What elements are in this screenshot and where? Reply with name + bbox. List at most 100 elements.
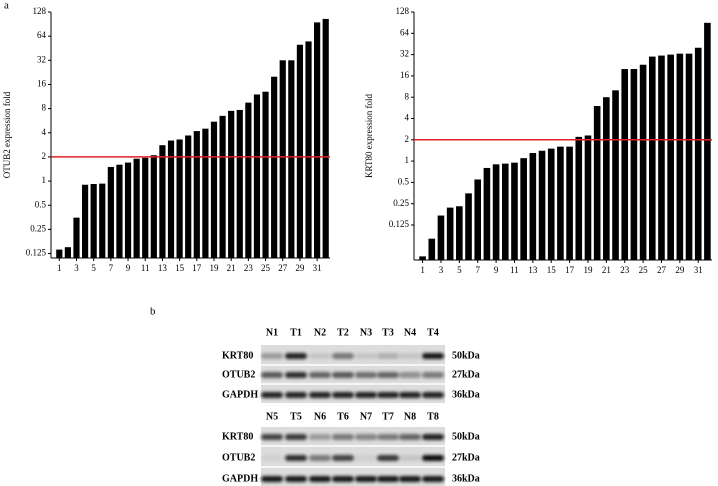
- y-axis-title: OTUB2 expression fold: [2, 91, 12, 178]
- bar: [612, 90, 619, 260]
- bar: [492, 164, 500, 260]
- band: [422, 455, 444, 461]
- band: [285, 455, 307, 461]
- y-tick-label: 32: [400, 49, 409, 59]
- bar: [428, 238, 436, 260]
- y-tick-label: 128: [396, 6, 410, 16]
- band: [355, 372, 377, 378]
- band: [332, 372, 354, 378]
- y-tick-label: 0.125: [26, 248, 47, 258]
- band: [332, 434, 354, 440]
- bar: [593, 106, 601, 260]
- bar: [547, 148, 555, 260]
- bar: [219, 115, 226, 259]
- x-tick-label: 3: [74, 263, 79, 273]
- band: [377, 392, 399, 398]
- x-tick-label: 29: [675, 265, 685, 275]
- band: [377, 353, 399, 359]
- band: [399, 392, 421, 398]
- x-tick-label: 15: [547, 265, 557, 275]
- band: [285, 476, 307, 482]
- y-tick-label: 2: [42, 151, 47, 161]
- bar: [630, 69, 638, 261]
- lane-label: T6: [337, 411, 349, 422]
- band: [422, 476, 444, 482]
- bar: [90, 183, 97, 258]
- y-tick-label: 0.5: [398, 176, 410, 186]
- band: [285, 392, 307, 398]
- bar: [202, 128, 209, 258]
- size-label: 27kDa: [452, 369, 480, 380]
- bar: [520, 158, 527, 260]
- bar: [501, 163, 509, 260]
- x-tick-label: 29: [295, 263, 305, 273]
- band: [377, 434, 399, 440]
- y-tick-label: 0.125: [389, 219, 410, 229]
- band: [309, 392, 331, 398]
- band: [399, 476, 421, 482]
- size-label: 50kDa: [452, 350, 480, 361]
- x-tick-label: 15: [175, 263, 185, 273]
- x-tick-label: 27: [278, 263, 288, 273]
- band: [332, 455, 354, 461]
- size-label: 36kDa: [452, 389, 480, 400]
- protein-label: GAPDH: [222, 473, 258, 484]
- y-tick-label: 2: [405, 134, 410, 144]
- bar: [465, 193, 472, 260]
- lane-label: N5: [266, 411, 278, 422]
- size-label: 27kDa: [452, 452, 480, 463]
- bar: [474, 179, 482, 260]
- bar: [81, 184, 89, 258]
- y-tick-label: 4: [405, 113, 410, 123]
- bar: [73, 217, 80, 258]
- bar: [322, 18, 329, 258]
- bar: [483, 167, 491, 260]
- bar: [557, 146, 564, 260]
- size-label: 36kDa: [452, 473, 480, 484]
- band: [422, 392, 444, 398]
- bar: [658, 55, 665, 260]
- blot: N1 T1 N2 T2 N3 T3 N4 T4 KRT80 50kDa OTUB2 27kDa GAPD…: [222, 327, 480, 486]
- bar: [511, 162, 518, 260]
- band: [355, 434, 377, 440]
- bar: [667, 54, 674, 261]
- bar: [159, 145, 166, 258]
- band: [309, 353, 331, 359]
- bar: [575, 136, 583, 260]
- bar: [584, 135, 592, 260]
- bar: [253, 94, 261, 258]
- bar: [685, 53, 693, 260]
- bar: [228, 110, 235, 258]
- y-tick-label: 0.25: [30, 223, 46, 233]
- bar: [64, 247, 71, 258]
- size-label: 50kDa: [452, 431, 480, 442]
- bar: [566, 146, 573, 260]
- bar: [288, 60, 295, 258]
- y-tick-label: 4: [42, 127, 47, 137]
- band: [309, 434, 331, 440]
- band: [261, 353, 283, 359]
- lane-label: N2: [314, 327, 326, 338]
- bar: [676, 53, 684, 260]
- band: [399, 434, 421, 440]
- bar: [419, 256, 426, 260]
- band: [399, 455, 421, 461]
- y-tick-label: 32: [37, 54, 46, 64]
- x-tick-label: 23: [244, 263, 254, 273]
- x-tick-label: 21: [602, 265, 611, 275]
- x-tick-label: 13: [528, 265, 538, 275]
- lane-label: T5: [290, 411, 302, 422]
- protein-label: KRT80: [222, 431, 253, 442]
- protein-label: OTUB2: [222, 369, 255, 380]
- y-tick-label: 64: [37, 30, 47, 40]
- band: [332, 476, 354, 482]
- band: [309, 372, 331, 378]
- band: [261, 476, 283, 482]
- panel-label: b: [150, 306, 156, 318]
- band: [309, 476, 331, 482]
- x-tick-label: 9: [126, 263, 131, 273]
- bar: [648, 56, 656, 260]
- bar: [446, 207, 454, 260]
- x-tick-label: 5: [457, 265, 462, 275]
